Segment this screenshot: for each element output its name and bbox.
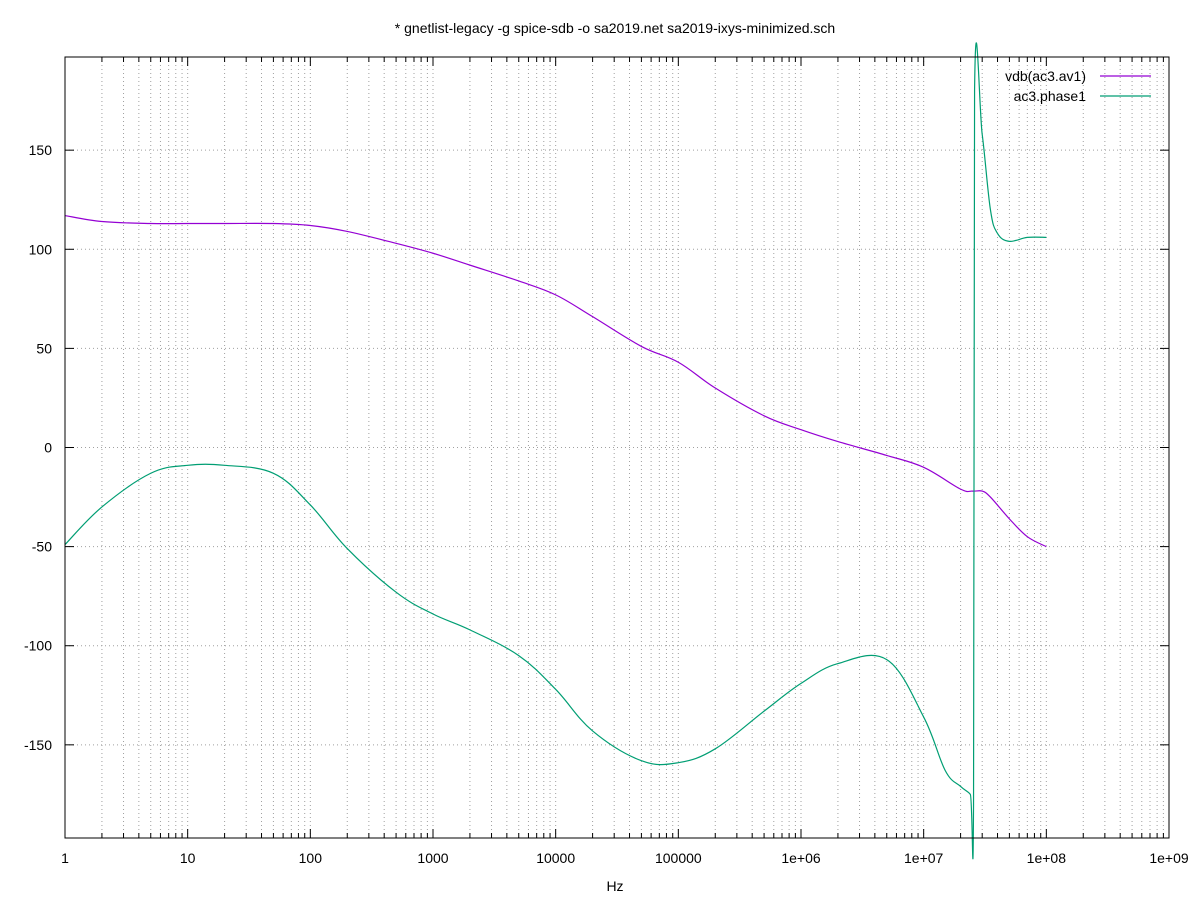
y-tick-label: -50 — [32, 539, 52, 555]
legend: vdb(ac3.av1) ac3.phase1 — [1005, 68, 1151, 104]
y-tick-label: -100 — [24, 638, 52, 654]
chart-title: * gnetlist-legacy -g spice-sdb -o sa2019… — [395, 20, 835, 36]
y-tick-label: 0 — [44, 440, 52, 456]
legend-label: ac3.phase1 — [1014, 88, 1087, 104]
series-line-phase — [64, 42, 1047, 860]
x-tick-label: 100000 — [655, 850, 702, 866]
y-tick-label: 150 — [29, 142, 53, 158]
x-tick-label: 1e+07 — [904, 850, 944, 866]
x-tick-label: 1e+08 — [1027, 850, 1067, 866]
series-layer — [64, 42, 1047, 860]
y-tick-label: 100 — [29, 241, 53, 257]
x-axis-label: Hz — [606, 878, 623, 894]
tick-layer — [64, 57, 1170, 838]
x-tick-label: 100 — [299, 850, 323, 866]
x-tick-label: 1000 — [417, 850, 448, 866]
legend-label: vdb(ac3.av1) — [1005, 68, 1086, 84]
x-tick-label: 1e+09 — [1149, 850, 1189, 866]
grid-layer — [65, 57, 1169, 838]
label-layer: 1 10 100 1000 10000 100000 1e+06 1e+07 1e+08 1e+0… — [24, 142, 1189, 866]
x-tick-label: 1e+06 — [781, 850, 821, 866]
x-tick-label: 10000 — [536, 850, 575, 866]
x-tick-label: 1 — [61, 850, 69, 866]
x-tick-label: 10 — [180, 850, 196, 866]
y-tick-label: 50 — [36, 340, 52, 356]
series-line-vdb — [64, 214, 1047, 548]
y-tick-label: -150 — [24, 737, 52, 753]
